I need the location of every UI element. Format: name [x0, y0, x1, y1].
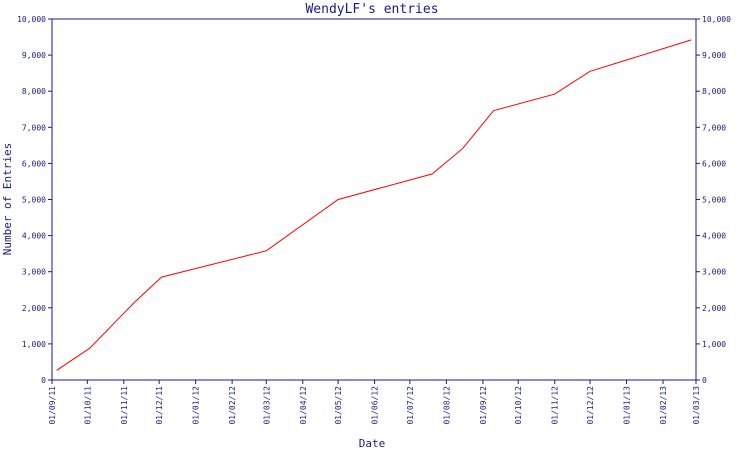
x-tick-label: 01/12/12 — [586, 386, 595, 425]
y-tick-label-left: 9,000 — [22, 51, 46, 60]
x-tick-label: 01/11/12 — [551, 386, 560, 425]
y-tick-label-left: 0 — [41, 376, 46, 385]
x-tick-label: 01/03/12 — [262, 386, 271, 425]
y-tick-label-left: 3,000 — [22, 268, 46, 277]
x-tick-label: 01/09/12 — [479, 386, 488, 425]
x-axis-ticks: 01/09/11 01/10/11 01/11/11 01/12/11 01/01/12… — [48, 380, 701, 425]
y-tick-label-right: 1,000 — [702, 340, 726, 349]
y-tick-label-left: 6,000 — [22, 159, 46, 168]
x-tick-label: 01/10/12 — [514, 386, 523, 425]
x-tick-label: 01/01/13 — [623, 386, 632, 425]
x-axis-label: Date — [359, 437, 386, 450]
x-tick-label: 01/10/11 — [83, 386, 92, 425]
x-tick-label: 01/09/11 — [48, 386, 57, 425]
x-tick-label: 01/01/12 — [192, 386, 201, 425]
plot-area-frame — [51, 18, 697, 381]
x-tick-label: 01/02/12 — [228, 386, 237, 425]
y-tick-label-left: 5,000 — [22, 196, 46, 205]
x-tick-label: 01/12/11 — [155, 386, 164, 425]
x-tick-label: 01/07/12 — [406, 386, 415, 425]
y-tick-label-right: 6,000 — [702, 159, 726, 168]
y-tick-label-right: 0 — [702, 376, 707, 385]
x-tick-label: 01/06/12 — [371, 386, 380, 425]
chart-title: WendyLF's entries — [305, 2, 438, 17]
x-tick-label: 01/02/13 — [659, 386, 668, 425]
y-tick-label-right: 9,000 — [702, 51, 726, 60]
y-axis-ticks: 0 0 1,000 1,000 2,000 2,000 3,000 3,000 4,000 4,0… — [17, 15, 731, 385]
y-tick-label-right: 5,000 — [702, 196, 726, 205]
x-tick-label: 01/08/12 — [442, 386, 451, 425]
y-tick-label-left: 8,000 — [22, 87, 46, 96]
y-tick-label-right: 8,000 — [702, 87, 726, 96]
y-tick-label-right: 10,000 — [702, 15, 731, 24]
y-tick-label-right: 3,000 — [702, 268, 726, 277]
y-tick-label-left: 1,000 — [22, 340, 46, 349]
y-tick-label-left: 4,000 — [22, 232, 46, 241]
x-tick-label: 01/04/12 — [299, 386, 308, 425]
y-tick-label-left: 10,000 — [17, 15, 46, 24]
y-tick-label-right: 2,000 — [702, 304, 726, 313]
y-tick-label-right: 4,000 — [702, 232, 726, 241]
x-tick-label: 01/05/12 — [334, 386, 343, 425]
y-tick-label-left: 2,000 — [22, 304, 46, 313]
y-tick-label-right: 7,000 — [702, 123, 726, 132]
x-tick-label: 01/03/13 — [692, 386, 701, 425]
x-tick-label: 01/11/11 — [120, 386, 129, 425]
entries-series-line — [56, 39, 692, 371]
y-axis-label: Number of Entries — [1, 143, 14, 256]
y-tick-label-left: 7,000 — [22, 123, 46, 132]
